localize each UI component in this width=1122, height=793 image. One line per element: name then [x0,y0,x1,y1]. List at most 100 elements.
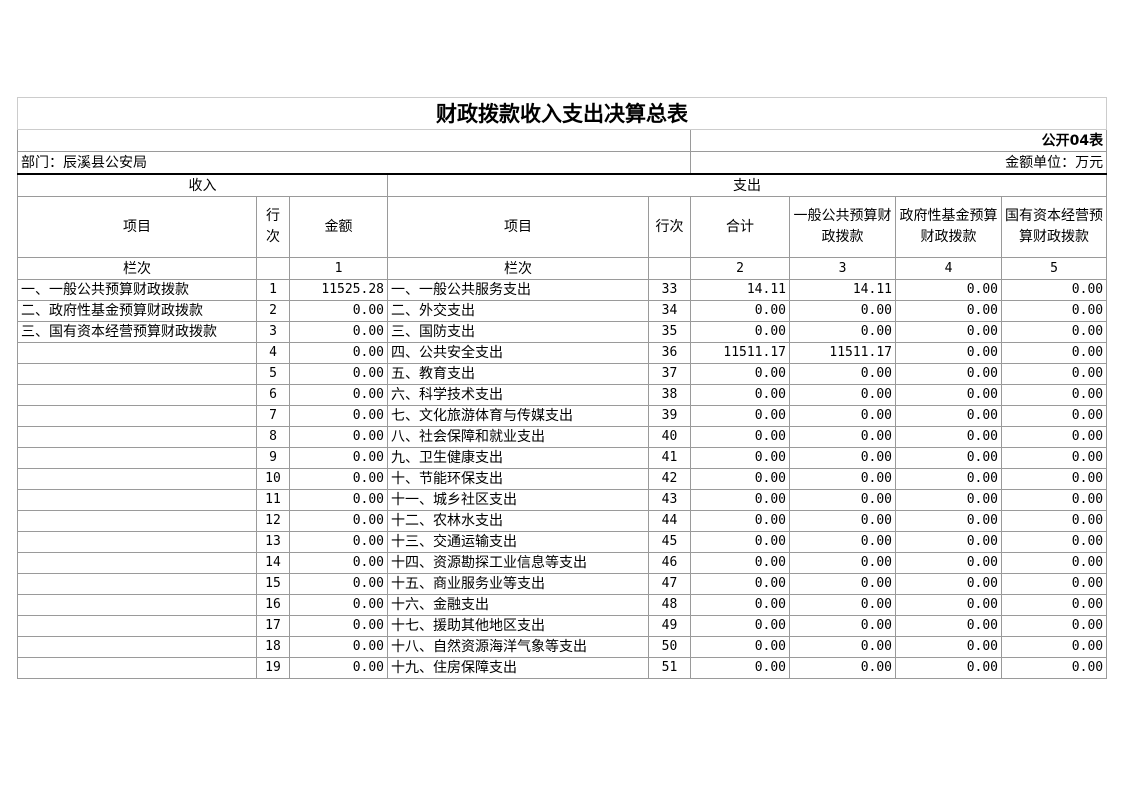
expense-item-cell: 九、卫生健康支出 [387,447,649,469]
column-index-expense-label: 栏次 [387,257,649,280]
income-line-no-cell: 1 [256,279,290,301]
header-income-item: 项目 [17,196,257,258]
expense-total-cell: 0.00 [690,552,790,574]
expense-gov-fund-cell: 0.00 [895,615,1002,637]
income-amount-cell: 0.00 [289,321,388,343]
table-row: 12 0.00 十二、农林水支出 44 0.00 0.00 0.00 0.00 [17,510,1108,532]
table-row: 19 0.00 十九、住房保障支出 51 0.00 0.00 0.00 0.00 [17,657,1108,679]
header-state-capital: 国有资本经营预算财政拨款 [1000,196,1108,258]
expense-total-cell: 0.00 [690,615,790,637]
income-item-cell [17,363,257,385]
expense-total-cell: 0.00 [690,384,790,406]
expense-line-no-cell: 46 [648,552,691,574]
column-index-5: 5 [1000,257,1108,280]
blank-cell [648,257,691,280]
expense-general-budget-cell: 0.00 [789,363,896,385]
table-row: 三、国有资本经营预算财政拨款 3 0.00 三、国防支出 35 0.00 0.00 0.00 0… [17,321,1108,343]
expense-total-cell: 0.00 [690,489,790,511]
expense-general-budget-cell: 0.00 [789,489,896,511]
income-line-no-cell: 19 [256,657,290,679]
income-amount-cell: 11525.28 [289,279,388,301]
expense-gov-fund-cell: 0.00 [895,573,1002,595]
form-code: 公开04表 [689,129,1108,152]
blank-cell [17,129,691,152]
income-amount-cell: 0.00 [289,594,388,616]
header-expense-line-no: 行次 [648,196,691,258]
income-amount-cell: 0.00 [289,300,388,322]
income-line-no-cell: 15 [256,573,290,595]
income-section-header: 收入 [17,173,388,197]
expense-general-budget-cell: 0.00 [789,468,896,490]
income-line-no-cell: 14 [256,552,290,574]
table-row: 4 0.00 四、公共安全支出 36 11511.17 11511.17 0.00 0.00 [17,342,1108,364]
expense-gov-fund-cell: 0.00 [895,279,1002,301]
expense-line-no-cell: 38 [648,384,691,406]
expense-state-capital-cell: 0.00 [1000,384,1108,406]
expense-total-cell: 0.00 [690,405,790,427]
expense-total-cell: 0.00 [690,510,790,532]
expense-gov-fund-cell: 0.00 [895,384,1002,406]
expense-item-cell: 一、一般公共服务支出 [387,279,649,301]
expense-state-capital-cell: 0.00 [1000,657,1108,679]
income-item-cell [17,657,257,679]
expense-gov-fund-cell: 0.00 [895,447,1002,469]
income-amount-cell: 0.00 [289,531,388,553]
income-item-cell [17,384,257,406]
expense-line-no-cell: 33 [648,279,691,301]
expense-state-capital-cell: 0.00 [1000,279,1108,301]
expense-line-no-cell: 34 [648,300,691,322]
expense-general-budget-cell: 0.00 [789,636,896,658]
expense-general-budget-cell: 14.11 [789,279,896,301]
expense-general-budget-cell: 0.00 [789,552,896,574]
header-income-amount: 金额 [289,196,388,258]
expense-item-cell: 十七、援助其他地区支出 [387,615,649,637]
expense-item-cell: 三、国防支出 [387,321,649,343]
income-item-cell [17,405,257,427]
expense-state-capital-cell: 0.00 [1000,405,1108,427]
income-item-cell [17,426,257,448]
expense-line-no-cell: 45 [648,531,691,553]
expense-general-budget-cell: 0.00 [789,657,896,679]
expense-state-capital-cell: 0.00 [1000,300,1108,322]
header-gov-fund: 政府性基金预算财政拨款 [895,196,1002,258]
expense-item-cell: 二、外交支出 [387,300,649,322]
income-line-no-cell: 13 [256,531,290,553]
table-row: 11 0.00 十一、城乡社区支出 43 0.00 0.00 0.00 0.00 [17,489,1108,511]
expense-item-cell: 十一、城乡社区支出 [387,489,649,511]
expense-gov-fund-cell: 0.00 [895,342,1002,364]
expense-general-budget-cell: 0.00 [789,510,896,532]
header-income-line-no: 行次 [256,196,290,258]
expense-general-budget-cell: 0.00 [789,594,896,616]
expense-state-capital-cell: 0.00 [1000,489,1108,511]
expense-line-no-cell: 41 [648,447,691,469]
table-row: 18 0.00 十八、自然资源海洋气象等支出 50 0.00 0.00 0.00 0.00 [17,636,1108,658]
expense-line-no-cell: 49 [648,615,691,637]
income-item-cell: 一、一般公共预算财政拨款 [17,279,257,301]
column-index-4: 4 [895,257,1002,280]
income-item-cell [17,615,257,637]
expense-state-capital-cell: 0.00 [1000,573,1108,595]
expense-general-budget-cell: 0.00 [789,321,896,343]
expense-line-no-cell: 37 [648,363,691,385]
table-row: 7 0.00 七、文化旅游体育与传媒支出 39 0.00 0.00 0.00 0.00 [17,405,1108,427]
income-line-no-cell: 8 [256,426,290,448]
income-amount-cell: 0.00 [289,489,388,511]
income-amount-cell: 0.00 [289,384,388,406]
expense-item-cell: 十二、农林水支出 [387,510,649,532]
income-line-no-cell: 7 [256,405,290,427]
expense-line-no-cell: 42 [648,468,691,490]
expense-item-cell: 十五、商业服务业等支出 [387,573,649,595]
income-item-cell: 二、政府性基金预算财政拨款 [17,300,257,322]
expense-total-cell: 0.00 [690,636,790,658]
fiscal-appropriation-summary-table: 财政拨款收入支出决算总表 公开04表 部门：辰溪县公安局 金额单位：万元 收入 … [16,97,1108,679]
expense-total-cell: 0.00 [690,300,790,322]
income-line-no-cell: 2 [256,300,290,322]
expense-gov-fund-cell: 0.00 [895,426,1002,448]
expense-general-budget-cell: 0.00 [789,426,896,448]
income-item-cell [17,552,257,574]
income-item-cell [17,636,257,658]
expense-item-cell: 十九、住房保障支出 [387,657,649,679]
expense-item-cell: 十八、自然资源海洋气象等支出 [387,636,649,658]
expense-general-budget-cell: 11511.17 [789,342,896,364]
expense-total-cell: 0.00 [690,426,790,448]
